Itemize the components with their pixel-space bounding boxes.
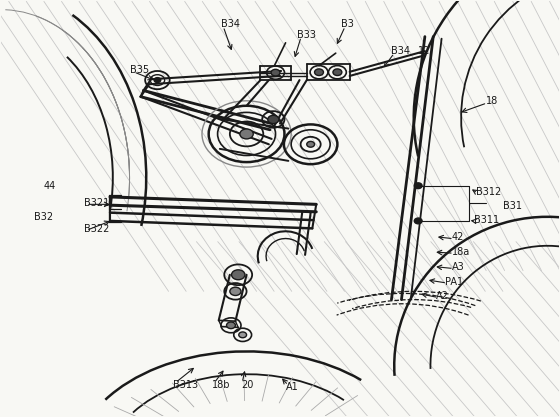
Text: 20: 20: [241, 379, 253, 389]
Text: 18: 18: [486, 96, 498, 106]
Circle shape: [154, 78, 161, 83]
Text: B31: B31: [503, 201, 522, 211]
Text: B34: B34: [222, 19, 240, 29]
Text: B35: B35: [129, 65, 148, 75]
Circle shape: [333, 69, 342, 75]
Circle shape: [414, 218, 422, 224]
Circle shape: [226, 322, 235, 329]
Text: 42: 42: [451, 233, 464, 243]
Text: B313: B313: [173, 379, 198, 389]
Text: A2: A2: [436, 291, 449, 301]
Text: B312: B312: [476, 187, 501, 197]
Circle shape: [268, 115, 279, 123]
Text: B3: B3: [341, 19, 354, 29]
Circle shape: [271, 69, 280, 76]
Text: B32: B32: [34, 212, 53, 222]
Circle shape: [239, 332, 246, 338]
Text: A1: A1: [286, 382, 298, 392]
Circle shape: [315, 69, 324, 75]
Text: B33: B33: [297, 30, 316, 40]
Circle shape: [230, 287, 241, 296]
Text: PA1: PA1: [445, 277, 463, 287]
Text: B322: B322: [84, 224, 109, 234]
Text: 44: 44: [43, 181, 55, 191]
Circle shape: [414, 183, 422, 188]
Circle shape: [307, 141, 315, 147]
Text: B311: B311: [474, 215, 499, 225]
Text: A3: A3: [451, 262, 464, 272]
Text: 12: 12: [418, 46, 431, 56]
Circle shape: [231, 270, 245, 280]
Circle shape: [240, 129, 253, 139]
Text: 18b: 18b: [212, 379, 231, 389]
Text: B321: B321: [84, 198, 109, 208]
Text: 18a: 18a: [451, 247, 470, 257]
Text: B34: B34: [391, 46, 410, 56]
